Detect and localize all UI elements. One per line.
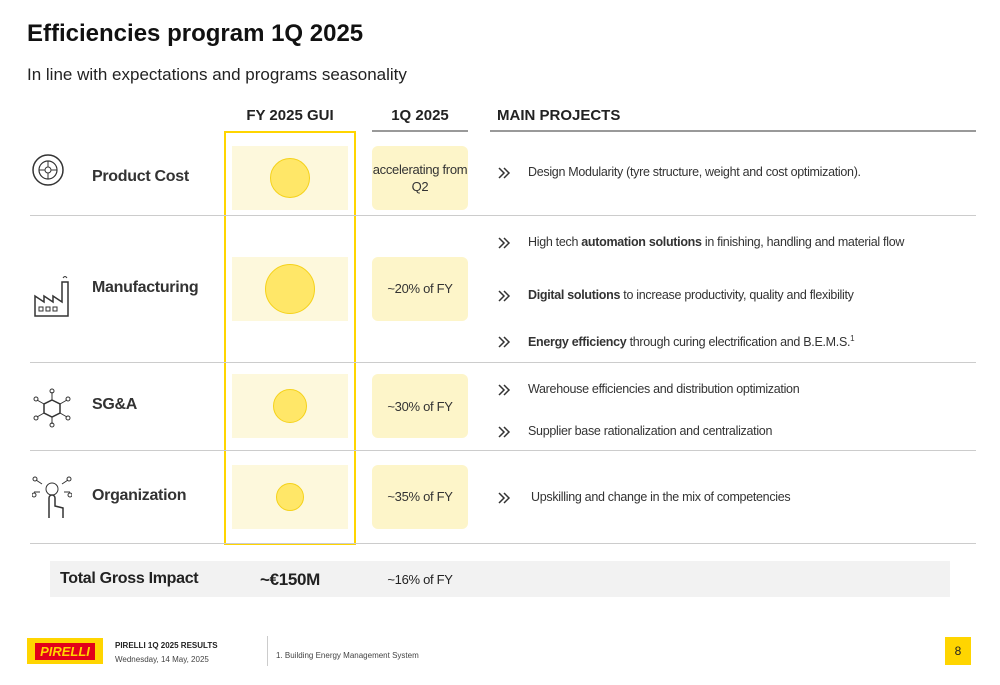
total-fy: ~€150M xyxy=(259,570,321,589)
impact-circle xyxy=(270,157,310,198)
title: Efficiencies program 1Q 2025 xyxy=(27,20,364,47)
tyre-icon xyxy=(32,154,64,186)
highlight-frame xyxy=(224,131,356,545)
chevron xyxy=(498,237,511,249)
chevron xyxy=(498,167,511,179)
page-number: 8 xyxy=(945,637,971,665)
row-label: Product Cost xyxy=(92,167,189,185)
project-pre: Design Modularity (tyre structure, weigh… xyxy=(528,165,861,179)
project-bold: Digital solutions xyxy=(528,288,621,302)
chevron xyxy=(498,336,511,348)
q1-value: ~20% of FY xyxy=(372,256,468,321)
subtitle: In line with expectations and programs s… xyxy=(27,65,407,84)
project-pre: Upskilling and change in the mix of comp… xyxy=(531,490,791,504)
project-pre: Warehouse efficiencies and distribution … xyxy=(528,382,800,396)
row-label: Organization xyxy=(92,486,187,504)
logo-text: PIRELLI xyxy=(35,642,95,660)
q1-value: ~30% of FY xyxy=(372,374,468,438)
chevron xyxy=(498,384,511,396)
header-rule xyxy=(490,130,976,132)
logo: PIRELLI xyxy=(27,638,103,664)
project-text: Upskilling and change in the mix of comp… xyxy=(531,490,791,504)
q1-value: ~35% of FY xyxy=(372,464,468,529)
impact-circle xyxy=(276,482,304,511)
footer-divider xyxy=(267,636,268,666)
column-header: MAIN PROJECTS xyxy=(497,107,621,124)
chevron xyxy=(498,290,511,302)
row-separator xyxy=(30,543,976,544)
footer-date: Wednesday, 14 May, 2025 xyxy=(115,655,209,664)
column-header: 1Q 2025 xyxy=(391,107,449,124)
project-pre: High tech xyxy=(528,235,582,249)
total-band xyxy=(50,561,950,597)
project-text: Supplier base rationalization and centra… xyxy=(528,424,772,438)
row-label: SG&A xyxy=(92,396,138,413)
project-post: to increase productivity, quality and fl… xyxy=(620,288,854,302)
footer-company: PIRELLI 1Q 2025 RESULTS xyxy=(115,641,218,650)
row-separator xyxy=(30,450,976,451)
project-pre: Supplier base rationalization and centra… xyxy=(528,424,773,438)
footnote: 1. Building Energy Management System xyxy=(276,651,419,660)
impact-circle xyxy=(265,263,315,314)
project-text: Energy efficiency through curing electri… xyxy=(528,334,855,350)
header-rule xyxy=(372,130,468,132)
total-label: Total Gross Impact xyxy=(60,570,199,587)
project-text: Design Modularity (tyre structure, weigh… xyxy=(528,165,861,179)
chevron xyxy=(498,426,511,438)
network-icon xyxy=(33,388,71,428)
project-text: Digital solutions to increase productivi… xyxy=(528,288,854,302)
column-header: FY 2025 GUI xyxy=(246,107,334,124)
row-label: Manufacturing xyxy=(92,278,199,296)
people-icon xyxy=(32,476,72,518)
project-sup: 1 xyxy=(850,334,855,343)
impact-circle xyxy=(273,389,307,423)
q1-value: accelerating from Q2 xyxy=(372,145,468,210)
project-post: in finishing, handling and material flow xyxy=(701,235,905,249)
project-bold: Energy efficiency xyxy=(528,335,627,350)
row-separator xyxy=(30,215,976,216)
total-q1: ~16% of FY xyxy=(387,572,453,587)
chevron xyxy=(498,492,511,504)
project-text: Warehouse efficiencies and distribution … xyxy=(528,382,800,396)
row-separator xyxy=(30,362,976,363)
project-bold: automation solutions xyxy=(581,235,702,249)
project-text: High tech automation solutions in finish… xyxy=(528,235,904,249)
factory-icon xyxy=(34,276,69,317)
project-post: through curing electrification and B.E.M… xyxy=(626,335,851,350)
